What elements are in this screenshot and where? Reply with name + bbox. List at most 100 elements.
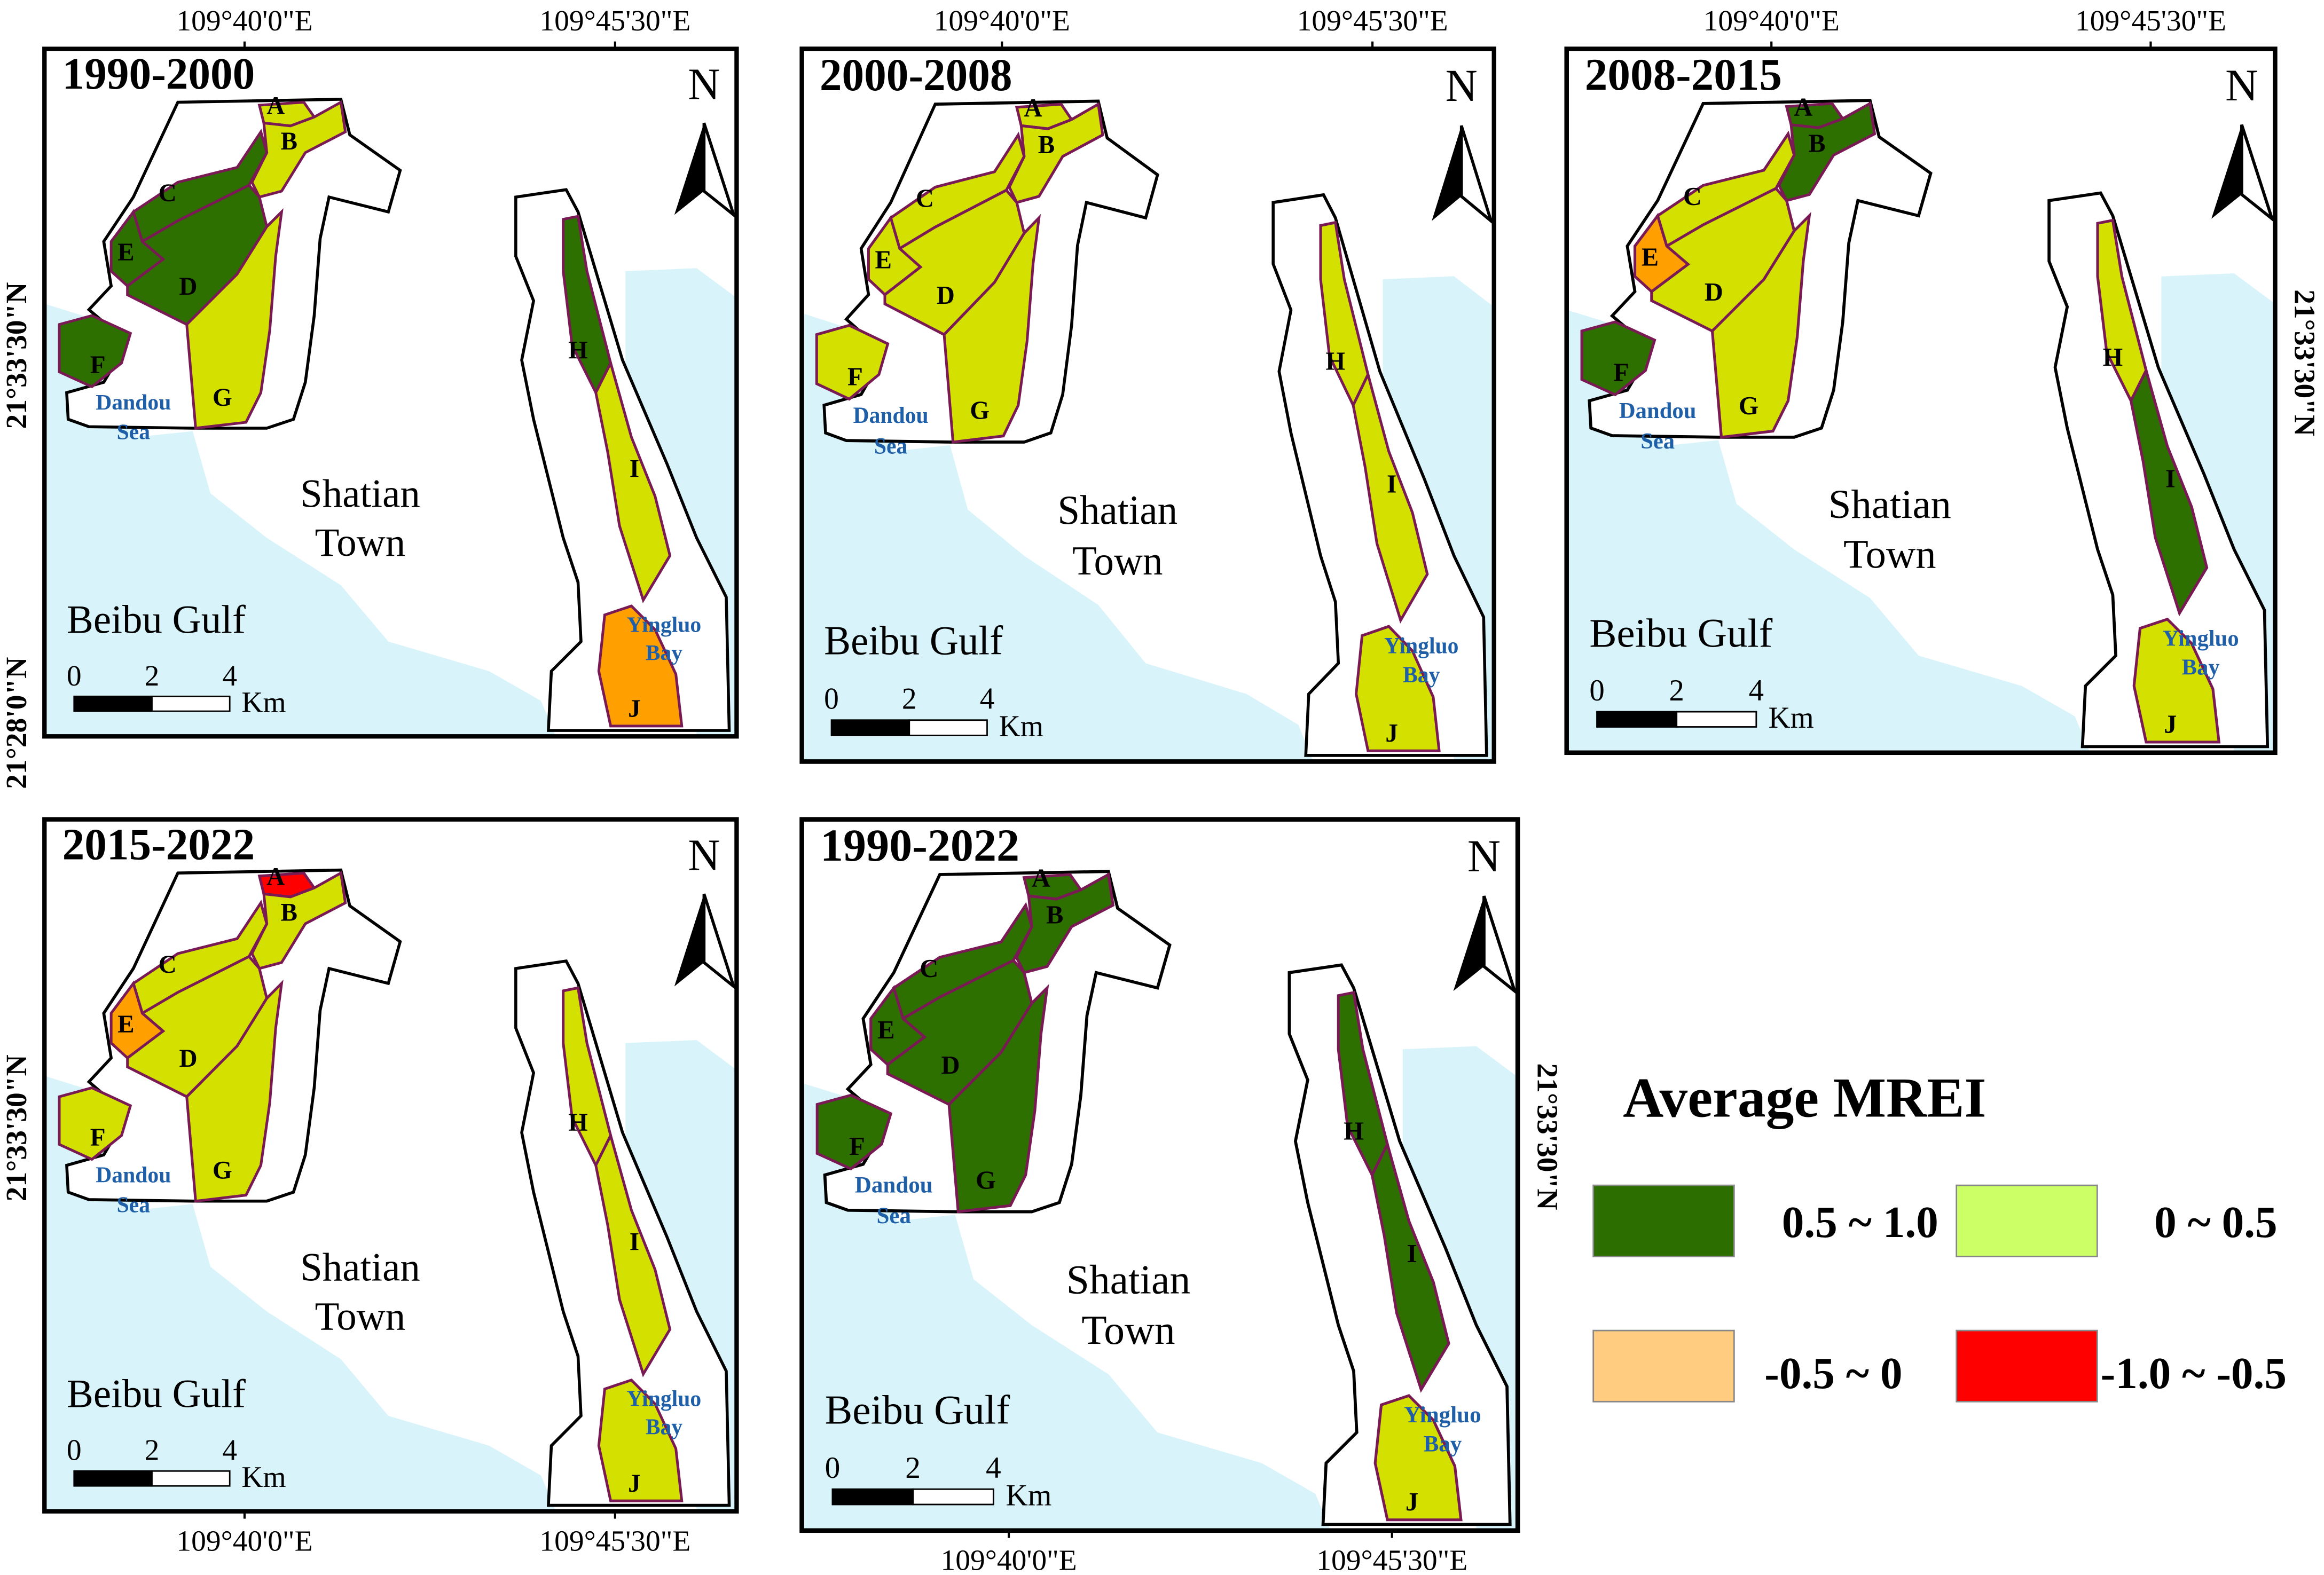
legend-label: 0.5 ~ 1.0 — [1782, 1198, 1938, 1247]
region — [109, 980, 166, 1060]
longitude-label: 109°40'0"E — [1703, 5, 1840, 37]
panel-title: 2008-2015 — [1585, 50, 1782, 100]
legend-label: -0.5 ~ 0 — [1764, 1349, 1902, 1398]
latitude-label: 21°33'30"N — [1530, 1063, 1563, 1210]
latitude-label: 21°33'30"N — [1, 1054, 33, 1201]
place-label: Dandou — [96, 1163, 171, 1188]
region-label: I — [630, 1228, 639, 1256]
region — [1370, 1140, 1450, 1393]
north-arrow — [1459, 125, 1494, 226]
scale-unit: Km — [1006, 1479, 1051, 1513]
place-label: Town — [1072, 538, 1163, 584]
place-label: Beibu Gulf — [1589, 610, 1772, 656]
region — [1710, 211, 1811, 439]
scale-tick-label: 2 — [902, 682, 917, 716]
region-label: J — [1385, 719, 1398, 747]
region — [594, 1131, 672, 1377]
panel-title: 2015-2022 — [62, 821, 255, 870]
latitude-label: 21°28'0"N — [1, 657, 33, 789]
scale-tick-label: 4 — [222, 1434, 237, 1467]
north-label: N — [1446, 60, 1478, 112]
place-label: Shatian — [1828, 482, 1951, 527]
longitude-label: 109°40'0"E — [176, 5, 312, 37]
region-label: D — [1705, 278, 1723, 306]
scale-unit: Km — [999, 710, 1043, 743]
region-label: B — [1046, 901, 1064, 930]
region — [943, 214, 1041, 444]
scale-bar-segment — [908, 719, 988, 736]
legend-title: Average MREI — [1623, 1067, 1986, 1129]
panel-frame — [799, 817, 1520, 1533]
region — [597, 1378, 684, 1502]
latitude-label: 21°33'30"N — [1, 282, 33, 429]
region-label: D — [937, 281, 955, 310]
region-label: A — [266, 92, 285, 120]
place-label: Beibu Gulf — [67, 598, 246, 642]
longitude-label: 109°45'30"E — [539, 1525, 690, 1557]
region — [185, 979, 284, 1203]
north-label: N — [688, 60, 720, 109]
north-arrow — [702, 893, 737, 991]
region-label: E — [877, 1015, 895, 1044]
region-label: E — [875, 246, 891, 274]
place-label: Sea — [117, 420, 151, 445]
region-label: G — [213, 384, 232, 412]
place-label: Beibu Gulf — [824, 617, 1003, 664]
scale-bar-segment — [151, 1470, 231, 1487]
scale-tick-label: 0 — [67, 1434, 82, 1467]
place-label: Bay — [1424, 1432, 1462, 1457]
north-arrow — [1482, 895, 1518, 996]
region-label: J — [628, 1470, 641, 1498]
region-label: B — [280, 899, 297, 926]
region — [1355, 625, 1441, 752]
region-label: A — [266, 863, 285, 891]
legend-swatch — [1956, 1184, 2098, 1257]
north-arrow — [2211, 124, 2242, 219]
scale-bar-segment — [1596, 711, 1678, 728]
place-label: Town — [1843, 532, 1936, 577]
region-label: G — [1739, 392, 1759, 420]
region-label: C — [159, 179, 177, 207]
scale-tick-label: 0 — [67, 660, 82, 692]
north-label: N — [688, 831, 720, 880]
longitude-label: 109°40'0"E — [176, 1525, 312, 1557]
region-label: H — [1325, 347, 1345, 376]
legend-swatch — [1592, 1184, 1735, 1257]
region — [1580, 320, 1656, 397]
scale-tick-label: 2 — [905, 1451, 921, 1485]
longitude-label: 109°45'30"E — [2075, 5, 2226, 37]
place-label: Dandou — [853, 403, 929, 428]
region — [815, 324, 890, 401]
place-label: Town — [1081, 1307, 1175, 1353]
region — [2132, 617, 2221, 744]
region-label: H — [2103, 343, 2123, 372]
region — [594, 359, 672, 603]
region — [867, 215, 923, 297]
region-label: H — [568, 1109, 588, 1137]
region-label: G — [970, 396, 990, 425]
region-label: B — [1038, 130, 1055, 159]
panel-frame — [42, 46, 739, 739]
place-label: Shatian — [300, 472, 420, 516]
legend-label: 0 ~ 0.5 — [2154, 1198, 2278, 1247]
region-label: G — [213, 1156, 232, 1184]
place-label: Bay — [646, 641, 683, 665]
map-panel: AB C D E F G H I J 2015-2022 N Beibu Gulf Shatian Tow… — [42, 817, 739, 1514]
region-label: I — [1407, 1239, 1417, 1268]
region — [815, 1093, 893, 1171]
region — [869, 985, 927, 1067]
sea — [1566, 310, 2090, 753]
region-label: A — [1032, 864, 1050, 893]
place-label: Bay — [1403, 662, 1440, 688]
place-label: Yingluo — [1384, 633, 1459, 659]
region — [58, 1086, 132, 1161]
region-label: E — [117, 1011, 134, 1038]
region-label: F — [90, 1124, 106, 1152]
panel-frame — [42, 817, 739, 1514]
place-label: Beibu Gulf — [67, 1372, 246, 1416]
place-label: Sea — [876, 1203, 911, 1228]
region — [58, 314, 132, 389]
longitude-label: 109°45'30"E — [1297, 5, 1448, 37]
place-label: Shatian — [1057, 487, 1177, 533]
